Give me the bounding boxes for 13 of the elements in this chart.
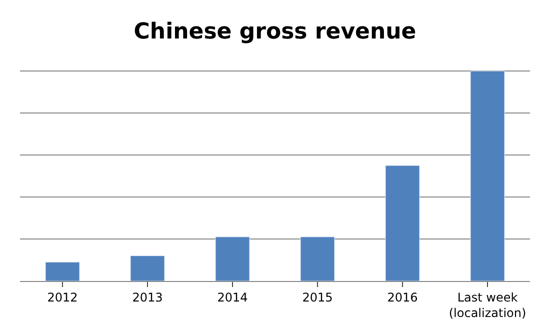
x-tick-label: 2015 [302,290,333,304]
bar [385,165,420,281]
bar [300,236,335,281]
x-tick-label: 2013 [132,290,163,304]
x-tick-label: 2012 [47,290,78,304]
x-tick-label: 2014 [217,290,248,304]
bar [215,236,250,281]
bar [130,256,165,281]
x-tick-label: Last week (localization) [448,290,526,320]
bar [45,262,80,281]
chart-title: Chinese gross revenue [134,20,416,45]
bar [470,70,505,281]
x-tick-label: 2016 [387,290,418,304]
